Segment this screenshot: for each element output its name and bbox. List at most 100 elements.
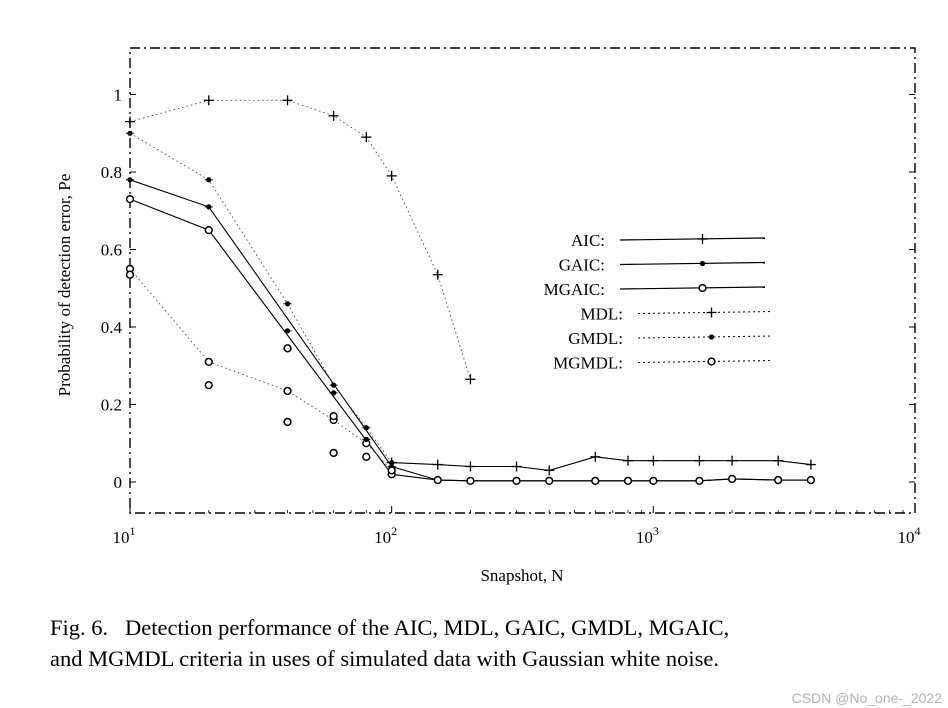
legend-label: MGAIC: [544,280,605,299]
data-point [695,476,704,485]
legend-label: MGMDL: [553,354,623,373]
series-mdl [125,95,476,385]
legend-marker [698,283,707,293]
data-point [126,130,134,136]
data-point [465,461,476,472]
data-point [204,357,213,367]
legend-marker [706,307,717,318]
series-layer [125,95,816,485]
data-point [465,374,476,385]
data-point [466,476,475,485]
data-point [283,328,292,334]
y-tick-label: 0.8 [101,163,122,182]
y-axis-ticks: 0 0.2 0.4 0.6 0.8 1 [101,86,915,492]
legend-line [619,286,766,290]
series-mgaic [125,194,816,485]
data-point [544,465,555,476]
y-tick-label: 0 [114,473,123,492]
data-point [806,475,816,485]
legend-entry: MDL: [581,305,774,324]
plot-frame [129,47,916,514]
y-tick-label: 0.4 [101,318,123,337]
data-point [590,451,601,462]
series-line [129,179,811,482]
legend-entry: MGAIC: [544,280,766,299]
x-axis-label: Snapshot, N [480,566,563,585]
series-line [129,99,471,380]
data-point [694,455,705,466]
data-point [204,177,213,183]
data-point [623,476,633,485]
legend-line [619,237,766,241]
data-point [511,461,522,472]
series-aic [386,451,816,476]
data-point [432,459,443,470]
data-point [283,301,292,307]
data-point [329,382,338,388]
data-point [282,95,293,106]
data-point [773,455,784,466]
legend-label: AIC: [571,231,605,250]
series-gmdl [126,130,396,466]
data-point [727,474,737,484]
caption-line-2: and MGMDL criteria in uses of simulated … [50,646,720,671]
data-point [204,204,213,210]
data-point [727,455,738,466]
legend-marker [697,234,708,244]
legend-entry: GAIC: [559,256,766,275]
data-point [125,116,135,127]
data-point [204,225,213,235]
data-point [283,386,292,396]
series-line [129,198,811,482]
y-axis-label: Probability of detection error, Pe [55,174,74,397]
legend-line [637,311,774,314]
data-point [204,380,213,390]
legend-line [637,335,774,339]
legend-label: GMDL: [568,329,623,348]
data-point [512,476,521,485]
caption-line-1: Fig. 6. Detection performance of the AIC… [50,615,730,640]
legend-entry: GMDL: [568,329,774,348]
data-point [774,475,783,485]
data-point [329,390,338,396]
data-point [387,460,396,466]
legend-marker [698,260,707,267]
legend-marker [707,357,716,366]
data-point [329,411,338,421]
data-point [362,436,371,442]
legend-label: GAIC: [559,256,605,275]
data-point [591,476,600,485]
data-point [203,95,214,106]
series-gaic [126,177,815,484]
watermark: CSDN @No_one-_2022 [791,690,942,706]
data-point [362,452,371,461]
chart: 0 0.2 0.4 0.6 0.8 1 101 102 103 104 AIC: GAIC: MGA… [55,47,921,585]
legend-label: MDL: [581,305,624,324]
data-point [125,270,135,279]
legend-marker [707,334,716,340]
data-point [432,269,443,280]
data-point [386,170,397,181]
y-tick-label: 0.6 [101,241,122,260]
series-mgmdl [125,264,396,475]
data-point [805,459,816,470]
x-tick-label: 103 [636,524,659,547]
legend-entry: AIC: [571,231,766,250]
data-point [433,475,442,485]
data-point [622,455,633,466]
series-line [391,456,811,471]
data-point [283,417,292,427]
data-point [649,476,658,485]
x-axis-ticks: 101 102 103 104 [113,506,921,547]
data-point [362,425,371,431]
figure-caption: Fig. 6. Detection performance of the AIC… [50,612,948,674]
data-point [125,194,135,204]
legend: AIC: GAIC: MGAIC: MDL: GMDL: MGMDL: [544,231,774,373]
data-point [545,476,554,485]
x-tick-label: 102 [374,524,397,547]
legend-line [637,360,774,363]
legend-entry: MGMDL: [553,354,774,373]
legend-line [619,261,766,266]
x-tick-label: 101 [113,524,136,547]
data-point [328,110,339,121]
